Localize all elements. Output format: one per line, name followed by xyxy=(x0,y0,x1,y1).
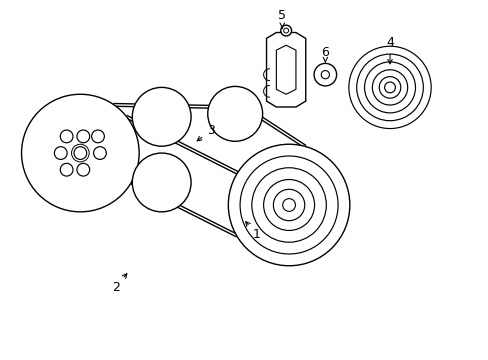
Circle shape xyxy=(77,163,89,176)
Circle shape xyxy=(74,147,86,159)
Circle shape xyxy=(313,63,336,86)
Text: 6: 6 xyxy=(321,46,328,62)
Circle shape xyxy=(21,94,139,212)
Text: 4: 4 xyxy=(386,36,393,64)
Circle shape xyxy=(282,199,295,211)
Circle shape xyxy=(283,28,288,33)
Circle shape xyxy=(364,62,415,113)
Text: 1: 1 xyxy=(245,222,260,241)
Circle shape xyxy=(228,144,349,266)
Circle shape xyxy=(54,147,67,159)
Circle shape xyxy=(71,144,89,162)
Polygon shape xyxy=(266,32,305,107)
Circle shape xyxy=(273,189,304,221)
Circle shape xyxy=(263,180,314,230)
Circle shape xyxy=(356,54,423,121)
Circle shape xyxy=(60,163,73,176)
Circle shape xyxy=(132,153,191,212)
Text: 3: 3 xyxy=(197,124,214,141)
Circle shape xyxy=(321,71,329,79)
Polygon shape xyxy=(276,45,295,94)
Circle shape xyxy=(60,130,73,143)
Circle shape xyxy=(93,147,106,159)
Circle shape xyxy=(348,46,430,129)
Circle shape xyxy=(280,25,291,36)
Circle shape xyxy=(132,87,191,146)
Text: 5: 5 xyxy=(278,9,285,28)
Circle shape xyxy=(251,168,325,242)
Circle shape xyxy=(372,70,407,105)
Circle shape xyxy=(77,130,89,143)
Circle shape xyxy=(91,130,104,143)
Text: 2: 2 xyxy=(111,274,126,294)
Circle shape xyxy=(379,77,400,98)
Circle shape xyxy=(240,156,337,254)
Circle shape xyxy=(207,86,262,141)
Circle shape xyxy=(384,82,395,93)
